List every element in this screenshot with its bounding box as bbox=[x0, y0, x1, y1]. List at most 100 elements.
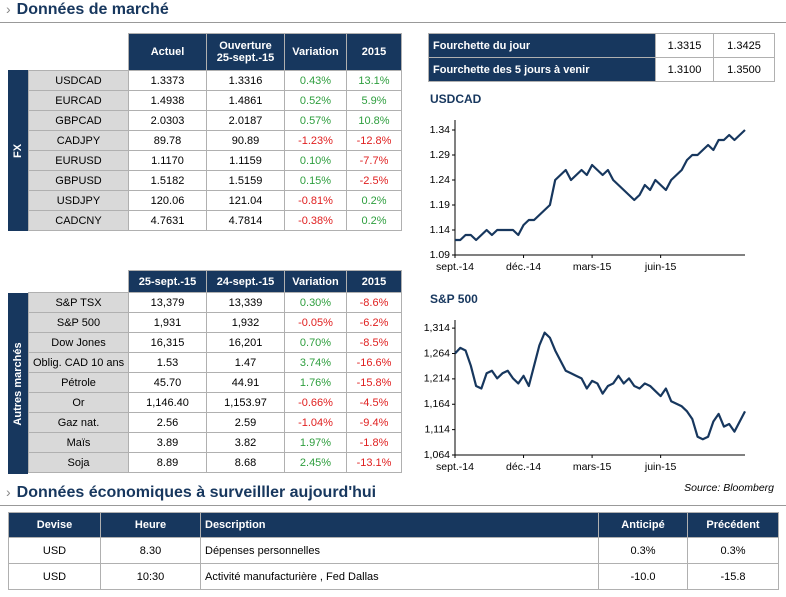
header-line: Ouverture bbox=[219, 40, 272, 52]
cell: 13,379 bbox=[128, 292, 207, 313]
cell: 1.3373 bbox=[128, 70, 207, 91]
y-tick-label: 1,314 bbox=[424, 322, 450, 334]
row-name: Pétrole bbox=[28, 372, 129, 393]
cell: 5.9% bbox=[346, 90, 402, 111]
cell: 1.1170 bbox=[128, 150, 207, 171]
row: Dow Jones 16,315 16,201 0.70% -8.5% bbox=[28, 332, 402, 353]
row: Or 1,146.40 1,153.97 -0.66% -4.5% bbox=[28, 392, 402, 413]
cell: 13,339 bbox=[206, 292, 285, 313]
row: Oblig. CAD 10 ans 1.53 1.47 3.74% -16.6% bbox=[28, 352, 402, 373]
cell: 0.3% bbox=[687, 537, 779, 564]
header-row: Actuel Ouverture 25-sept.-15 Variation 2015 bbox=[28, 33, 402, 71]
cell: -1.04% bbox=[284, 412, 347, 433]
cell: 8.68 bbox=[206, 452, 285, 473]
row: Gaz nat. 2.56 2.59 -1.04% -9.4% bbox=[28, 412, 402, 433]
cell: 3.82 bbox=[206, 432, 285, 453]
cell: 1.5182 bbox=[128, 170, 207, 191]
header-cell: Variation bbox=[284, 270, 347, 293]
cell: 0.70% bbox=[284, 332, 347, 353]
cell: 0.52% bbox=[284, 90, 347, 111]
header-cell: Précédent bbox=[687, 512, 779, 538]
title: Données de marché bbox=[16, 1, 169, 18]
side-strip: FX bbox=[8, 70, 28, 231]
source: Source: Bloomberg bbox=[684, 482, 774, 494]
header-cell: 2015 bbox=[346, 33, 402, 71]
cell: 3.89 bbox=[128, 432, 207, 453]
row: Fourchette des 5 jours à venir 1.3100 1.35… bbox=[428, 57, 775, 82]
cell: USD bbox=[8, 563, 101, 590]
cell: 0.15% bbox=[284, 170, 347, 191]
side-label: FX bbox=[12, 143, 24, 158]
row: Pétrole 45.70 44.91 1.76% -15.8% bbox=[28, 372, 402, 393]
header-cell: Ouverture 25-sept.-15 bbox=[206, 33, 285, 71]
cell: 89.78 bbox=[128, 130, 207, 151]
row: Soja 8.89 8.68 2.45% -13.1% bbox=[28, 452, 402, 473]
cell: 1.3100 bbox=[655, 57, 714, 82]
cell: 44.91 bbox=[206, 372, 285, 393]
cell: 1.97% bbox=[284, 432, 347, 453]
line bbox=[454, 331, 746, 441]
row: USDCAD 1.3373 1.3316 0.43% 13.1% bbox=[28, 70, 402, 91]
row-name: Gaz nat. bbox=[28, 412, 129, 433]
cell: -0.66% bbox=[284, 392, 347, 413]
cell: 45.70 bbox=[128, 372, 207, 393]
cell: -6.2% bbox=[346, 312, 402, 333]
fx-table: Actuel Ouverture 25-sept.-15 Variation 2015 U… bbox=[28, 33, 402, 231]
cell: 1,153.97 bbox=[206, 392, 285, 413]
cell: 120.06 bbox=[128, 190, 207, 211]
x-tick-label: sept.-14 bbox=[436, 261, 474, 273]
cell: -0.38% bbox=[284, 210, 347, 231]
cell: -8.6% bbox=[346, 292, 402, 313]
row: Maïs 3.89 3.82 1.97% -1.8% bbox=[28, 432, 402, 453]
row-name: Soja bbox=[28, 452, 129, 473]
row: CADJPY 89.78 90.89 -1.23% -12.8% bbox=[28, 130, 402, 151]
side-label: Autres marchés bbox=[12, 341, 24, 426]
cell: 13.1% bbox=[346, 70, 402, 91]
cell: 1.53 bbox=[128, 352, 207, 373]
y-tick-label: 1.09 bbox=[430, 249, 451, 261]
cell: 8.89 bbox=[128, 452, 207, 473]
header-cell: Actuel bbox=[128, 33, 207, 71]
cell: 1.4861 bbox=[206, 90, 285, 111]
row-name: Oblig. CAD 10 ans bbox=[28, 352, 129, 373]
x-tick-label: sept.-14 bbox=[436, 461, 474, 473]
y-tick-label: 1,214 bbox=[424, 373, 450, 385]
row-name: EURUSD bbox=[28, 150, 129, 171]
cell: -10.0 bbox=[598, 563, 688, 590]
header-cell: Devise bbox=[8, 512, 101, 538]
cell: 2.56 bbox=[128, 412, 207, 433]
row: GBPCAD 2.0303 2.0187 0.57% 10.8% bbox=[28, 110, 402, 131]
row-name: USDCAD bbox=[28, 70, 129, 91]
section-title: › Données de marché bbox=[6, 1, 169, 18]
row-name: Dow Jones bbox=[28, 332, 129, 353]
cell: 90.89 bbox=[206, 130, 285, 151]
cell: 0.10% bbox=[284, 150, 347, 171]
cell: 1.3316 bbox=[206, 70, 285, 91]
cell: 1,146.40 bbox=[128, 392, 207, 413]
cell: -13.1% bbox=[346, 452, 402, 473]
cell: 0.57% bbox=[284, 110, 347, 131]
cell: Activité manufacturière , Fed Dallas bbox=[200, 563, 599, 590]
cell: 4.7814 bbox=[206, 210, 285, 231]
row-name: S&P TSX bbox=[28, 292, 129, 313]
x-tick-label: déc.-14 bbox=[506, 461, 541, 473]
cell: 2.59 bbox=[206, 412, 285, 433]
header-cell: 2015 bbox=[346, 270, 402, 293]
cell: -1.23% bbox=[284, 130, 347, 151]
cell: 10.8% bbox=[346, 110, 402, 131]
cell: -7.7% bbox=[346, 150, 402, 171]
cell: 0.3% bbox=[598, 537, 688, 564]
row: S&P TSX 13,379 13,339 0.30% -8.6% bbox=[28, 292, 402, 313]
cell: 2.0187 bbox=[206, 110, 285, 131]
markets-table: 25-sept.-15 24-sept.-15 Variation 2015 S&P T… bbox=[28, 270, 402, 473]
x-tick-label: mars-15 bbox=[573, 261, 612, 273]
row: Fourchette du jour 1.3315 1.3425 bbox=[428, 33, 775, 58]
cell: 0.2% bbox=[346, 210, 402, 231]
row-name: S&P 500 bbox=[28, 312, 129, 333]
header-cell: Heure bbox=[100, 512, 201, 538]
header-row: 25-sept.-15 24-sept.-15 Variation 2015 bbox=[28, 270, 402, 293]
row: USDJPY 120.06 121.04 -0.81% 0.2% bbox=[28, 190, 402, 211]
cell: 1,931 bbox=[128, 312, 207, 333]
row-name: Fourchette du jour bbox=[428, 33, 656, 58]
x-tick-label: déc.-14 bbox=[506, 261, 541, 273]
